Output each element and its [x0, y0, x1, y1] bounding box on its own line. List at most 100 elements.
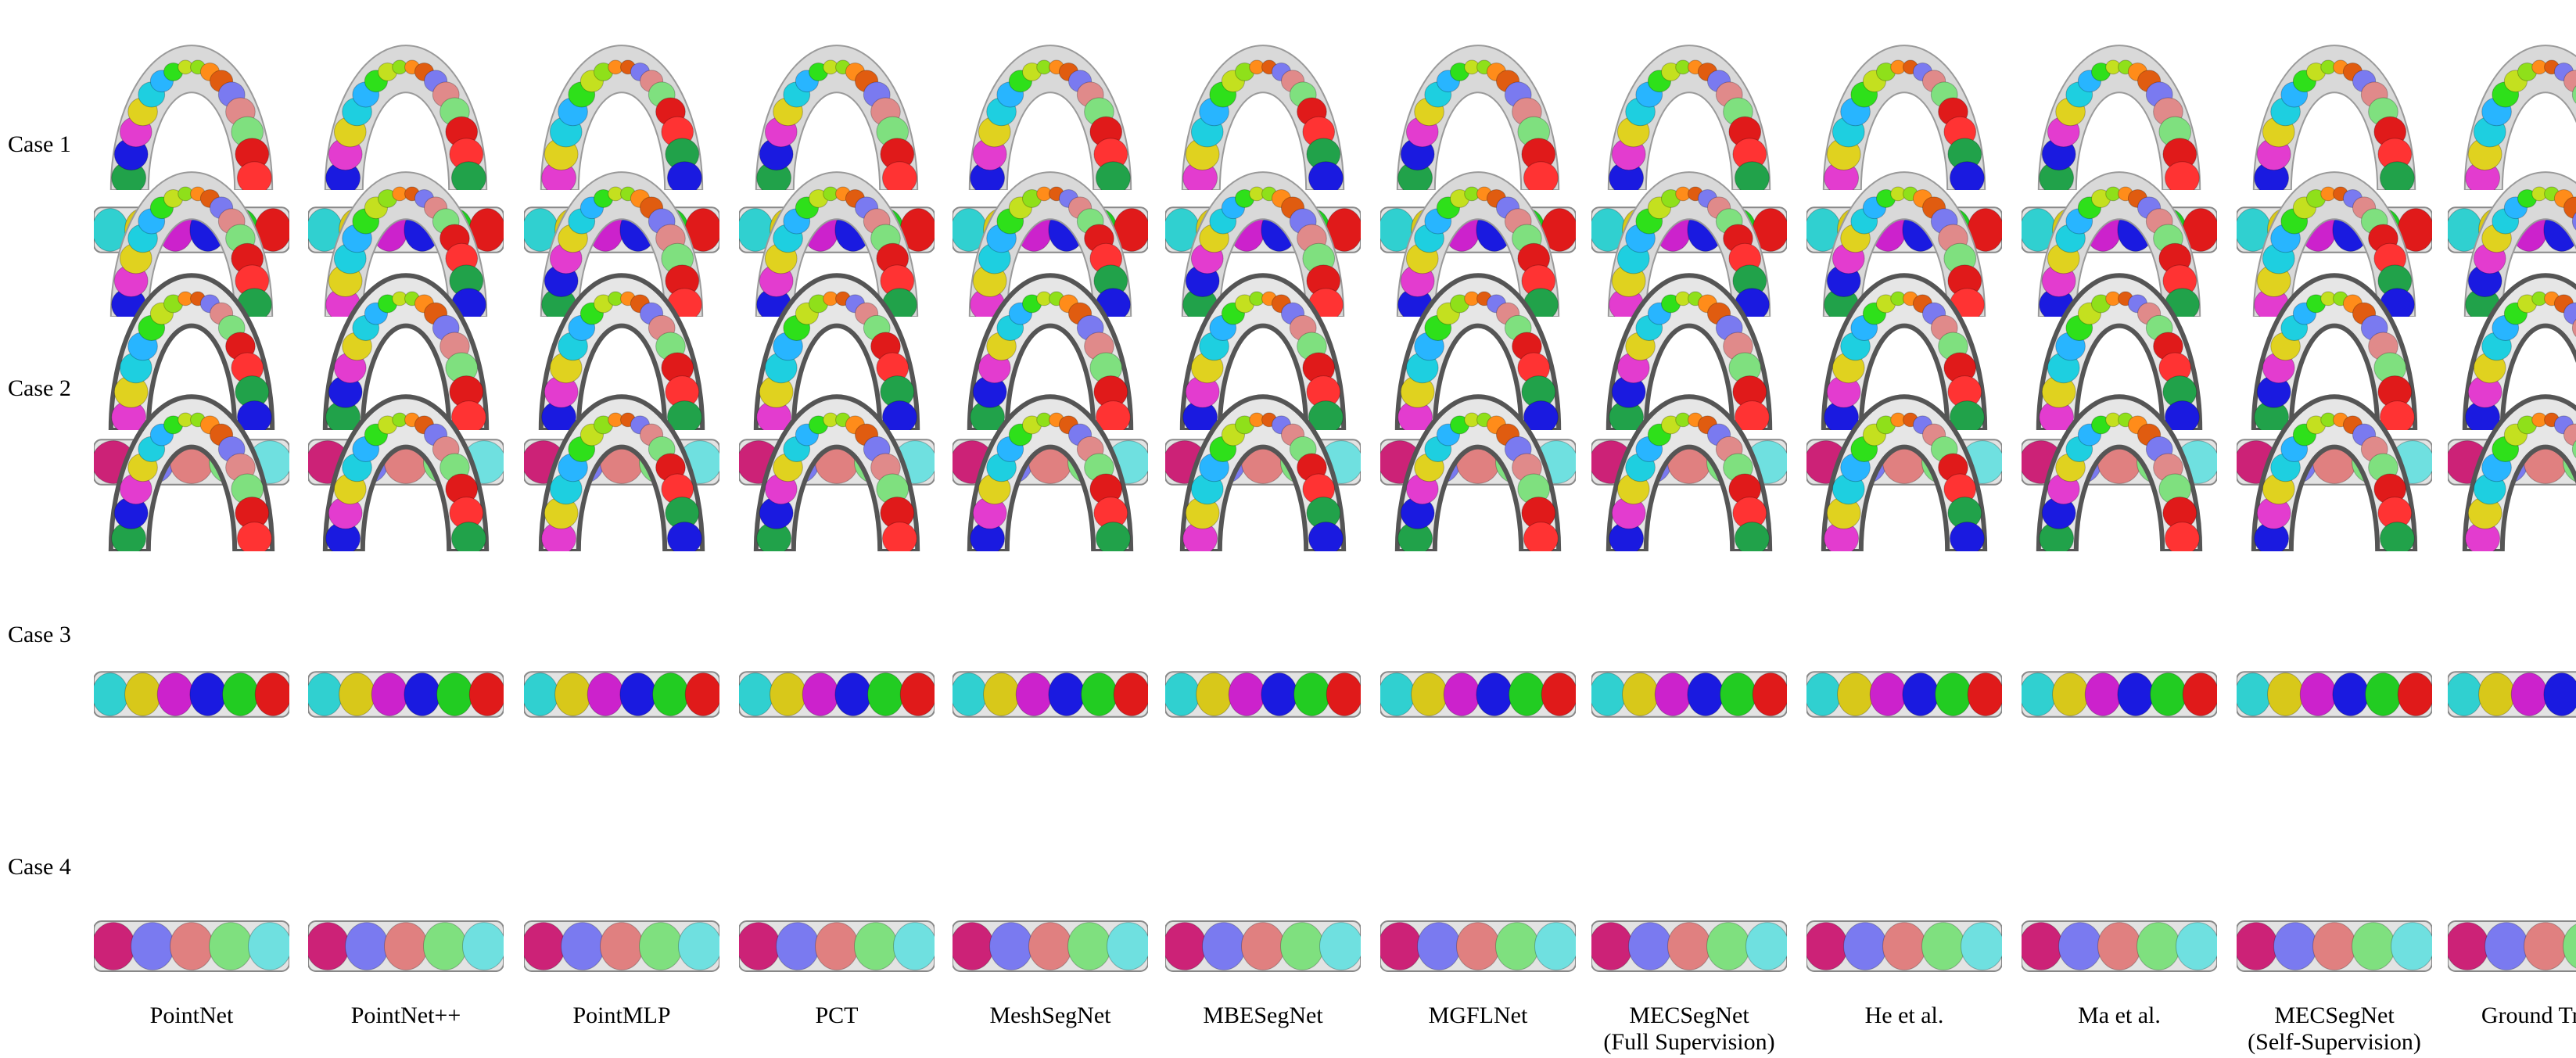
- strip-tooth: [600, 922, 644, 970]
- strip-tooth: [2150, 672, 2187, 716]
- strip-tooth: [1196, 672, 1232, 716]
- strip-tooth: [524, 672, 559, 716]
- strip-tooth: [131, 922, 174, 970]
- strip-tooth: [94, 922, 135, 970]
- strip-tooth: [2312, 922, 2356, 970]
- dental-arch-render: [2463, 45, 2576, 190]
- strip-tooth: [404, 672, 441, 716]
- strip-tooth: [983, 672, 1020, 716]
- strip-tooth: [2237, 922, 2278, 970]
- tooth-strip-render: [1806, 671, 2002, 718]
- arch-cell: [2241, 250, 2428, 430]
- strip-tooth: [1806, 922, 1848, 970]
- dental-arch-render: [2037, 45, 2201, 190]
- tooth: [1095, 522, 1131, 551]
- strip-tooth: [1509, 672, 1545, 716]
- arch-cell: [1595, 371, 1783, 551]
- arch-cell: [2241, 22, 2428, 190]
- arch-cell: [956, 22, 1144, 190]
- strip-tooth: [2058, 922, 2102, 970]
- strip-tooth: [254, 672, 289, 716]
- arch-cell: [1384, 250, 1572, 430]
- tooth: [881, 161, 917, 190]
- strip-tooth: [2352, 922, 2395, 970]
- strip-tooth: [1935, 672, 1971, 716]
- arch-cell: [956, 149, 1144, 317]
- strip-tooth: [834, 672, 872, 716]
- strip-tooth: [1687, 672, 1724, 716]
- strip-cell: [1806, 915, 2002, 977]
- tooth: [236, 522, 272, 551]
- tooth-strip-render: [524, 920, 719, 972]
- strip-tooth: [619, 672, 657, 716]
- dental-arch-render: [2252, 45, 2416, 190]
- strip-cell: [1591, 666, 1787, 723]
- dental-arch-render: [1607, 45, 1771, 190]
- arch-cell: [743, 250, 931, 430]
- arch-cell: [2241, 371, 2428, 551]
- strip-tooth: [462, 922, 504, 970]
- strip-tooth: [1902, 672, 1939, 716]
- strip-tooth: [1476, 672, 1513, 716]
- column-label-7: MGFLNet: [1428, 1002, 1528, 1028]
- arch-cell: [2241, 149, 2428, 317]
- arch-cell: [1169, 149, 1357, 317]
- arch-cell: [1810, 22, 1998, 190]
- strip-cell: [2022, 666, 2217, 723]
- arch-cell: [528, 371, 716, 551]
- strip-tooth: [2365, 672, 2402, 716]
- dental-arch-render: [538, 273, 705, 430]
- strip-tooth: [1591, 922, 1633, 970]
- row-label-case-1: Case 1: [8, 131, 71, 157]
- arch-cell: [743, 22, 931, 190]
- tooth-strip-render: [524, 671, 719, 718]
- tooth: [1523, 161, 1559, 190]
- dental-arch-render: [1607, 171, 1771, 317]
- strip-tooth: [1028, 922, 1072, 970]
- arch-cell: [2025, 22, 2213, 190]
- strip-tooth: [94, 672, 129, 716]
- strip-tooth: [1541, 672, 1576, 716]
- tooth: [881, 400, 917, 430]
- strip-tooth: [770, 672, 806, 716]
- strip-tooth: [2022, 672, 2057, 716]
- row-label-case-4: Case 4: [8, 854, 71, 880]
- tooth-strip-render: [1591, 671, 1787, 718]
- tooth: [2164, 400, 2200, 430]
- strip-tooth: [639, 922, 683, 970]
- strip-tooth: [2332, 672, 2370, 716]
- dental-arch-render: [1394, 394, 1562, 551]
- strip-tooth: [1417, 922, 1461, 970]
- strip-cell: [953, 666, 1148, 723]
- strip-tooth: [524, 922, 565, 970]
- strip-tooth: [209, 922, 253, 970]
- strip-tooth: [156, 672, 194, 716]
- strip-tooth: [2273, 922, 2317, 970]
- dental-arch-render: [1396, 45, 1560, 190]
- strip-tooth: [1882, 922, 1926, 970]
- strip-cell: [2448, 915, 2576, 977]
- dental-arch-render: [322, 273, 490, 430]
- strip-tooth: [1202, 922, 1246, 970]
- strip-cell: [1591, 915, 1787, 977]
- strip-tooth: [1067, 922, 1111, 970]
- tooth: [236, 161, 272, 190]
- strip-tooth: [2510, 672, 2548, 716]
- strip-tooth: [1319, 922, 1361, 970]
- strip-tooth: [739, 672, 774, 716]
- tooth-strip-render: [308, 671, 504, 718]
- strip-cell: [2448, 666, 2576, 723]
- dental-arch-render: [324, 45, 488, 190]
- arch-cell: [98, 250, 285, 430]
- strip-tooth: [1720, 672, 1756, 716]
- dental-arch-render: [2251, 394, 2418, 551]
- dental-arch-render: [2463, 171, 2576, 317]
- tooth: [2571, 85, 2576, 104]
- strip-cell: [1380, 915, 1576, 977]
- dental-arch-render: [1179, 273, 1347, 430]
- tooth: [1949, 522, 1985, 551]
- tooth-strip-render: [1380, 920, 1576, 972]
- strip-tooth: [189, 672, 227, 716]
- strip-tooth: [867, 672, 904, 716]
- tooth: [666, 161, 702, 190]
